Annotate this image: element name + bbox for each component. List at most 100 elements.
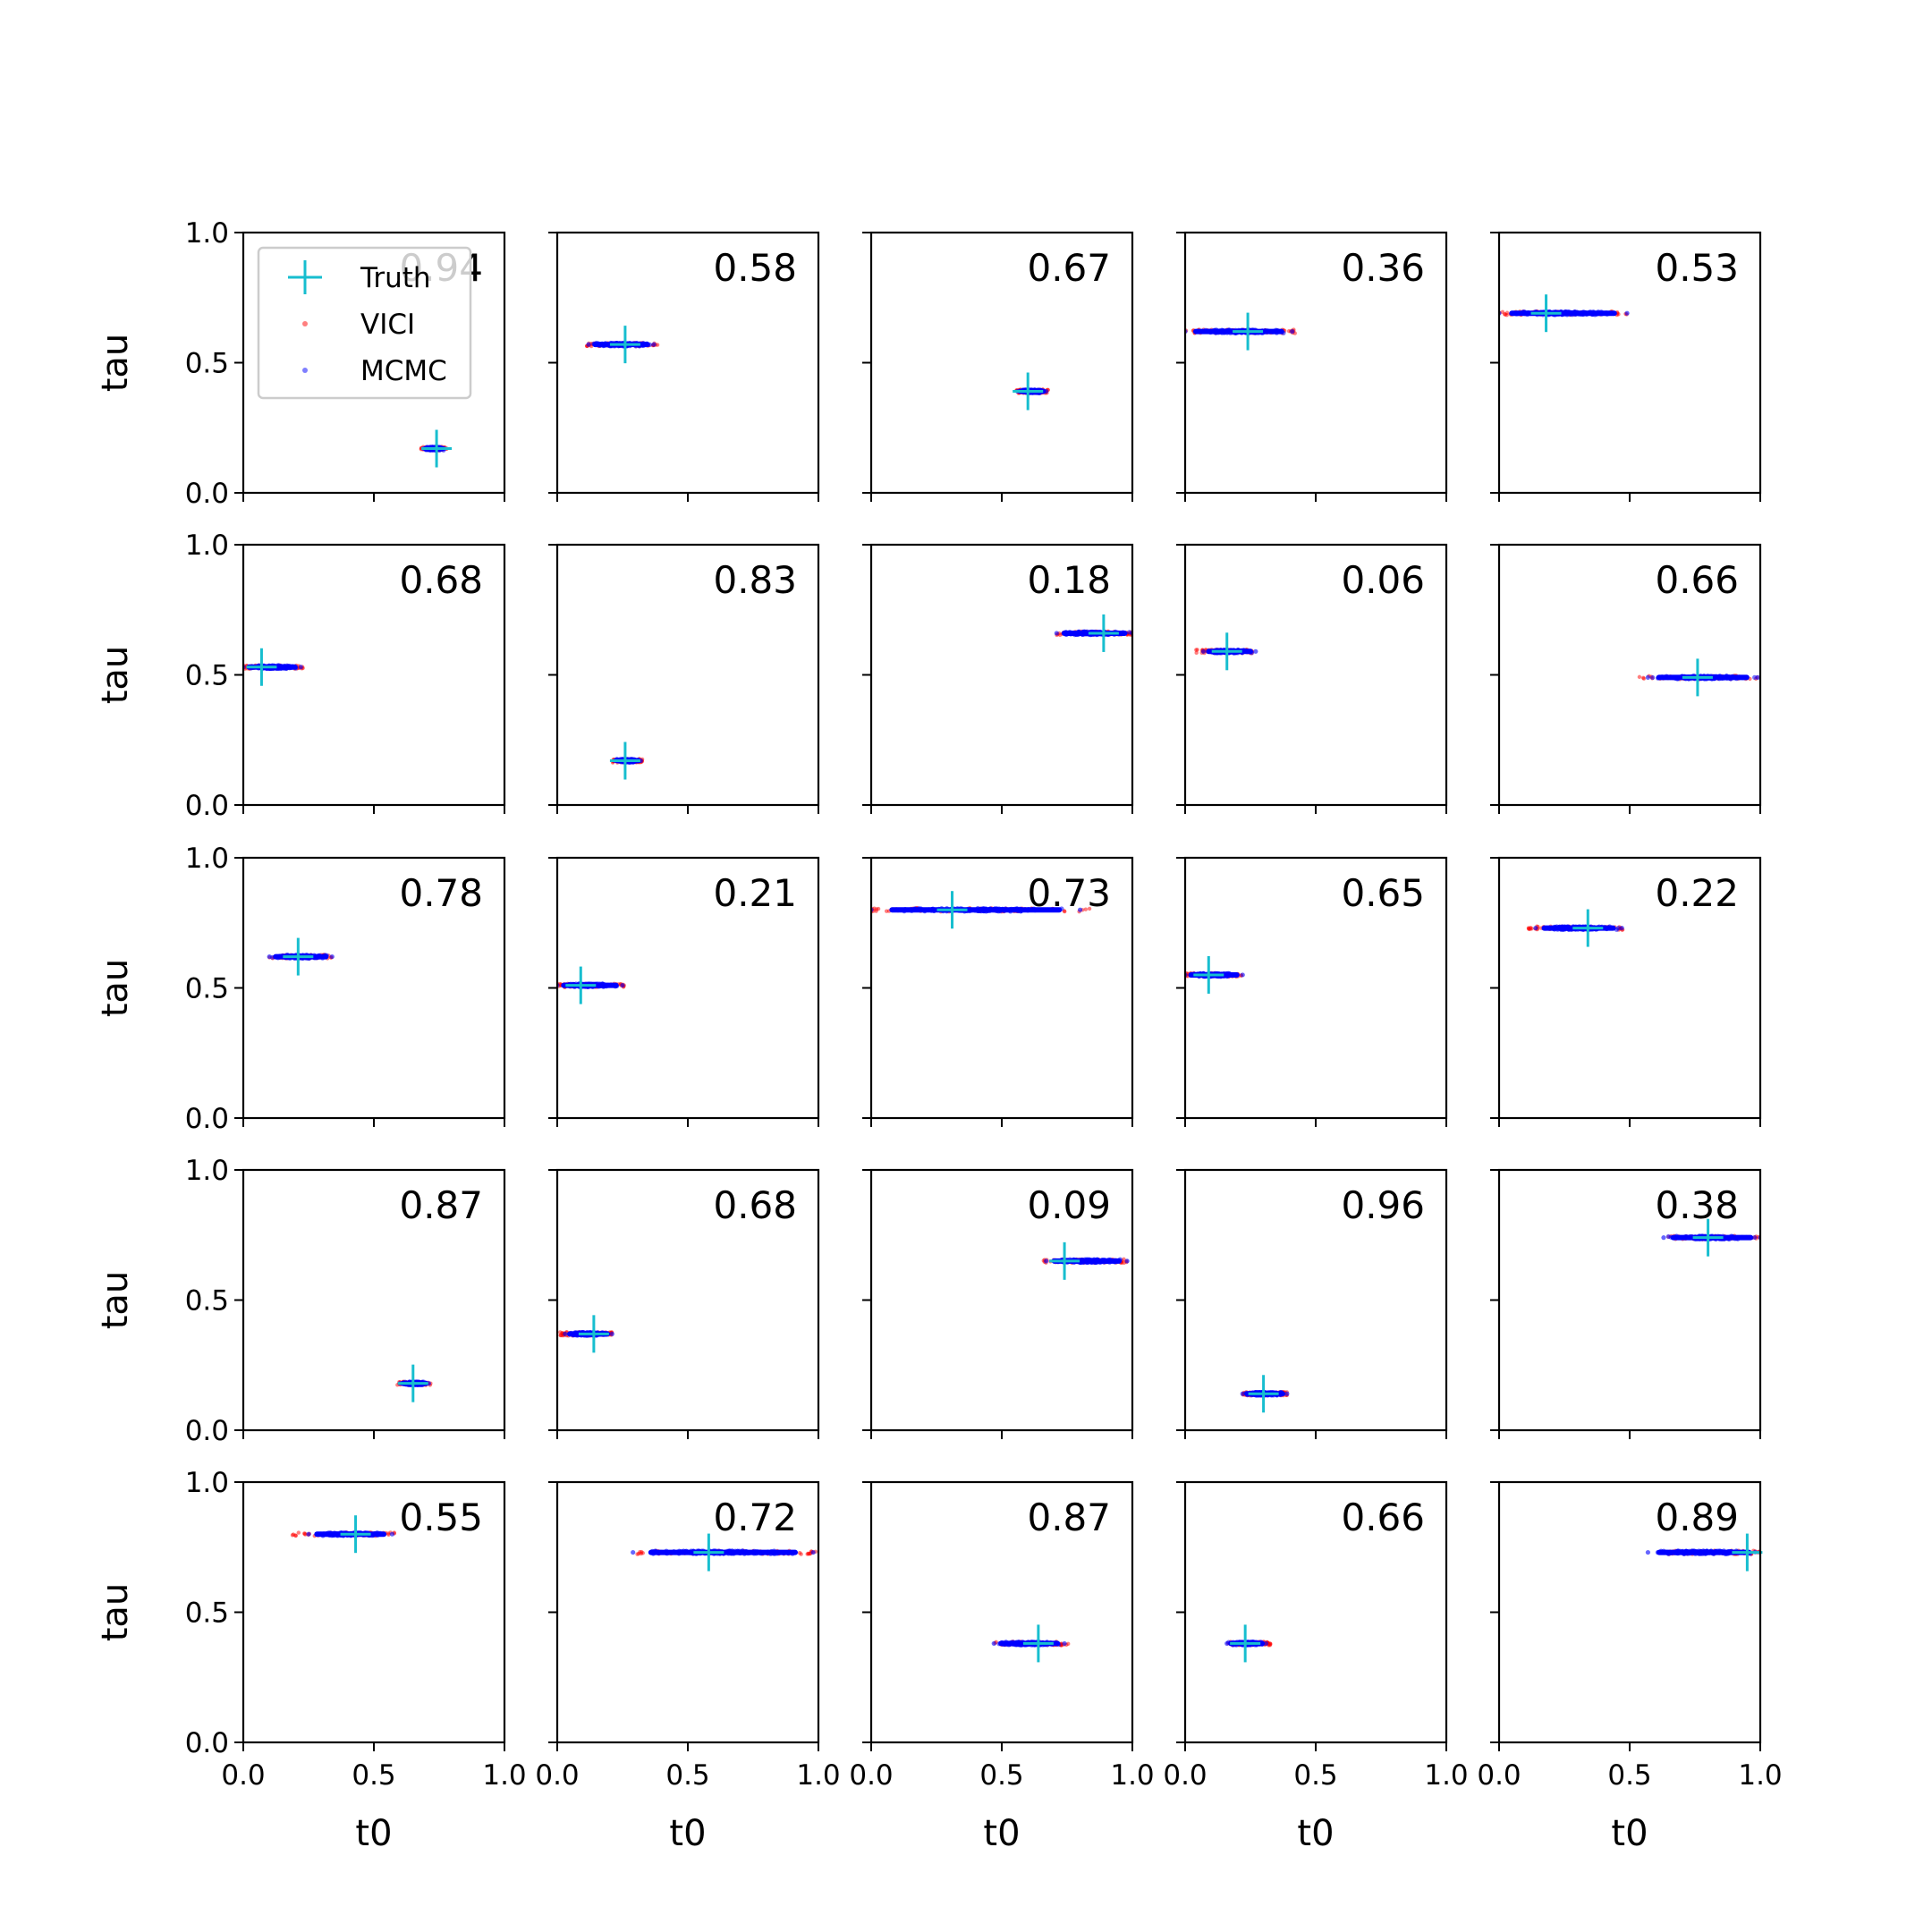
mcmc-point bbox=[1615, 926, 1621, 931]
subplot-9: 0.06 bbox=[1176, 543, 1448, 814]
y-axis-label: tau bbox=[95, 646, 136, 705]
y-tick-label: 1.0 bbox=[185, 843, 229, 875]
panel-value-label: 0.53 bbox=[1655, 246, 1739, 290]
panel-value-label: 0.36 bbox=[1341, 246, 1425, 290]
subplot-grid: 0.00.51.0tau0.94TruthVICIMCMC0.580.670.3… bbox=[95, 217, 1783, 1854]
y-axis-label: tau bbox=[95, 1271, 136, 1330]
mcmc-point bbox=[651, 342, 657, 347]
panel-value-label: 0.09 bbox=[1027, 1183, 1111, 1227]
subplot-12: 0.21 bbox=[548, 856, 820, 1127]
mcmc-point bbox=[1645, 674, 1651, 681]
mcmc-point bbox=[1240, 1391, 1245, 1396]
vici-point bbox=[1640, 675, 1646, 681]
mcmc-point bbox=[586, 342, 591, 347]
panel-value-label: 0.65 bbox=[1341, 871, 1425, 915]
mcmc-point bbox=[1290, 328, 1295, 335]
y-tick-label: 0.5 bbox=[185, 973, 229, 1005]
panel-value-label: 0.22 bbox=[1655, 871, 1739, 915]
y-tick-label: 0.5 bbox=[185, 348, 229, 380]
mcmc-point bbox=[1650, 674, 1656, 681]
legend-label: MCMC bbox=[360, 355, 447, 387]
vici-point bbox=[1637, 674, 1642, 680]
mcmc-point bbox=[1665, 1233, 1671, 1240]
vici-point bbox=[293, 1533, 299, 1538]
y-tick-label: 1.0 bbox=[185, 1155, 229, 1187]
vici-point bbox=[655, 343, 660, 347]
mcmc-point bbox=[1054, 631, 1059, 636]
mcmc-point bbox=[298, 665, 303, 670]
panel-value-label: 0.21 bbox=[713, 871, 797, 915]
sample-points bbox=[871, 905, 1092, 914]
subplot-10: 0.66 bbox=[1490, 543, 1762, 814]
subplot-16: 0.0 0.5 1.0 tau 0.87 bbox=[95, 1155, 506, 1447]
subplot-11: 0.0 0.5 1.0 tau 0.78 bbox=[95, 843, 506, 1135]
panel-value-label: 0.87 bbox=[399, 1183, 483, 1227]
vici-point bbox=[303, 1532, 308, 1537]
panel-value-label: 0.58 bbox=[713, 246, 797, 290]
vici-point bbox=[1194, 650, 1199, 656]
panel-value-label: 0.73 bbox=[1027, 871, 1111, 915]
mcmc-point bbox=[1619, 925, 1624, 931]
panel-value-label: 0.83 bbox=[713, 558, 797, 602]
mcmc-point bbox=[1284, 1391, 1290, 1396]
mcmc-point bbox=[1533, 925, 1538, 931]
vici-point bbox=[296, 1530, 301, 1535]
panel-value-label: 0.66 bbox=[1655, 558, 1739, 602]
mcmc-point bbox=[609, 1331, 614, 1336]
subplot-13: 0.73 bbox=[862, 856, 1134, 1127]
mcmc-point bbox=[1200, 648, 1207, 654]
subplot-15: 0.22 bbox=[1490, 856, 1762, 1127]
mcmc-point bbox=[1624, 310, 1630, 316]
vici-point bbox=[1528, 927, 1533, 931]
mcmc-point bbox=[1253, 648, 1258, 654]
subplot-8: 0.18 bbox=[862, 543, 1134, 814]
y-tick-label: 0.0 bbox=[185, 1415, 229, 1447]
mcmc-point bbox=[306, 1531, 311, 1537]
subplot-19: 0.96 bbox=[1176, 1168, 1448, 1439]
y-tick-label: 1.0 bbox=[185, 530, 229, 562]
subplot-20: 0.38 bbox=[1490, 1168, 1762, 1439]
y-axis-label: tau bbox=[95, 334, 136, 393]
mcmc-point bbox=[329, 953, 335, 960]
mcmc-point bbox=[1124, 1258, 1130, 1264]
mcmc-point bbox=[389, 1531, 395, 1537]
mcmc-point bbox=[1044, 1258, 1049, 1264]
subplot-2: 0.58 bbox=[548, 231, 820, 502]
legend-mcmc-icon bbox=[302, 368, 308, 373]
legend-box bbox=[257, 246, 472, 400]
subplot-4: 0.36 bbox=[1176, 231, 1448, 502]
legend-vici-icon bbox=[302, 321, 308, 326]
mcmc-point bbox=[1661, 1235, 1666, 1241]
y-tick-label: 0.5 bbox=[185, 660, 229, 692]
mcmc-point bbox=[563, 1331, 568, 1336]
panel-value-label: 0.96 bbox=[1341, 1183, 1425, 1227]
vici-point bbox=[1195, 648, 1199, 652]
subplot-3: 0.67 bbox=[862, 231, 1134, 502]
subplot-7: 0.83 bbox=[548, 543, 820, 814]
panel-value-label: 0.78 bbox=[399, 871, 483, 915]
panel-value-label: 0.67 bbox=[1027, 246, 1111, 290]
vici-point bbox=[1083, 907, 1089, 911]
mcmc-point bbox=[1752, 1234, 1758, 1241]
y-tick-label: 0.0 bbox=[185, 1103, 229, 1135]
subplot-18: 0.09 bbox=[862, 1168, 1134, 1439]
y-tick-label: 0.5 bbox=[185, 1285, 229, 1318]
mcmc-point bbox=[620, 982, 625, 988]
vici-point bbox=[1504, 310, 1510, 315]
mcmc-point bbox=[1755, 674, 1760, 681]
mcmc-point bbox=[267, 953, 272, 960]
subplot-5: 0.53 bbox=[1490, 231, 1762, 502]
subplot-14: 0.65 bbox=[1176, 856, 1448, 1127]
vici-point bbox=[1087, 906, 1092, 911]
panel-value-label: 0.68 bbox=[713, 1183, 797, 1227]
mcmc-point bbox=[1078, 907, 1083, 912]
panel-value-label: 0.68 bbox=[399, 558, 483, 602]
panel-value-label: 0.18 bbox=[1027, 558, 1111, 602]
y-axis-label: tau bbox=[95, 959, 136, 1018]
panel-value-label: 0.38 bbox=[1655, 1183, 1739, 1227]
y-tick-label: 0.0 bbox=[185, 478, 229, 510]
